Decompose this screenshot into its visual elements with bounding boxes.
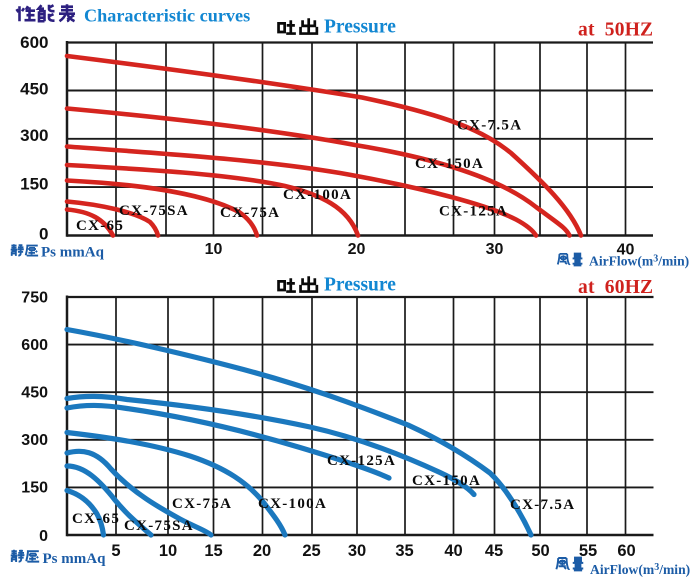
svg-text:CX-75A: CX-75A bbox=[172, 496, 232, 512]
svg-text:10: 10 bbox=[205, 241, 223, 258]
svg-text:30: 30 bbox=[486, 241, 504, 258]
svg-text:CX-7.5A: CX-7.5A bbox=[457, 118, 522, 134]
svg-text:CX-65: CX-65 bbox=[72, 511, 120, 527]
svg-text:Characteristic curves: Characteristic curves bbox=[84, 6, 250, 26]
svg-text:20: 20 bbox=[348, 241, 366, 258]
svg-text:CX-65: CX-65 bbox=[76, 218, 124, 234]
svg-text:600: 600 bbox=[20, 33, 48, 52]
svg-text:Ps mmAq: Ps mmAq bbox=[41, 245, 105, 261]
svg-text:Pressure: Pressure bbox=[324, 275, 396, 296]
svg-text:750: 750 bbox=[21, 290, 48, 307]
svg-text:CX-125A: CX-125A bbox=[327, 453, 396, 469]
svg-text:at 60HZ: at 60HZ bbox=[578, 277, 653, 298]
svg-text:40: 40 bbox=[444, 542, 462, 560]
svg-text:Ps mmAq: Ps mmAq bbox=[43, 551, 107, 567]
svg-text:5: 5 bbox=[111, 542, 120, 560]
svg-text:300: 300 bbox=[21, 432, 48, 449]
svg-text:10: 10 bbox=[159, 542, 177, 560]
svg-text:CX-75SA: CX-75SA bbox=[119, 203, 189, 219]
svg-text:CX-125A: CX-125A bbox=[439, 204, 508, 220]
svg-text:45: 45 bbox=[485, 542, 503, 560]
svg-text:CX-150A: CX-150A bbox=[415, 156, 484, 172]
svg-text:150: 150 bbox=[20, 175, 48, 194]
svg-text:300: 300 bbox=[20, 126, 48, 145]
svg-text:CX-75SA: CX-75SA bbox=[124, 518, 194, 534]
svg-text:CX-7.5A: CX-7.5A bbox=[510, 497, 575, 513]
svg-text:20: 20 bbox=[253, 542, 271, 560]
svg-text:450: 450 bbox=[20, 80, 48, 99]
svg-text:0: 0 bbox=[39, 528, 48, 545]
svg-text:150: 150 bbox=[21, 480, 48, 497]
svg-text:CX-100A: CX-100A bbox=[283, 187, 352, 203]
svg-text:CX-100A: CX-100A bbox=[258, 496, 327, 512]
svg-text:60: 60 bbox=[617, 542, 635, 560]
svg-text:40: 40 bbox=[617, 242, 635, 259]
svg-text:15: 15 bbox=[204, 542, 222, 560]
svg-text:35: 35 bbox=[395, 542, 413, 560]
svg-text:Pressure: Pressure bbox=[324, 17, 396, 38]
svg-text:55: 55 bbox=[579, 542, 597, 560]
svg-text:600: 600 bbox=[21, 337, 48, 354]
svg-text:0: 0 bbox=[39, 225, 48, 244]
svg-text:CX-150A: CX-150A bbox=[412, 473, 481, 489]
svg-text:at 50HZ: at 50HZ bbox=[578, 20, 653, 41]
svg-text:50: 50 bbox=[531, 542, 549, 560]
svg-text:30: 30 bbox=[348, 542, 366, 560]
svg-text:AirFlow(m3/min): AirFlow(m3/min) bbox=[589, 254, 689, 270]
svg-text:25: 25 bbox=[302, 542, 320, 560]
svg-text:CX-75A: CX-75A bbox=[220, 205, 280, 221]
svg-text:AirFlow(m3/min): AirFlow(m3/min) bbox=[590, 562, 690, 578]
svg-text:450: 450 bbox=[21, 385, 48, 402]
